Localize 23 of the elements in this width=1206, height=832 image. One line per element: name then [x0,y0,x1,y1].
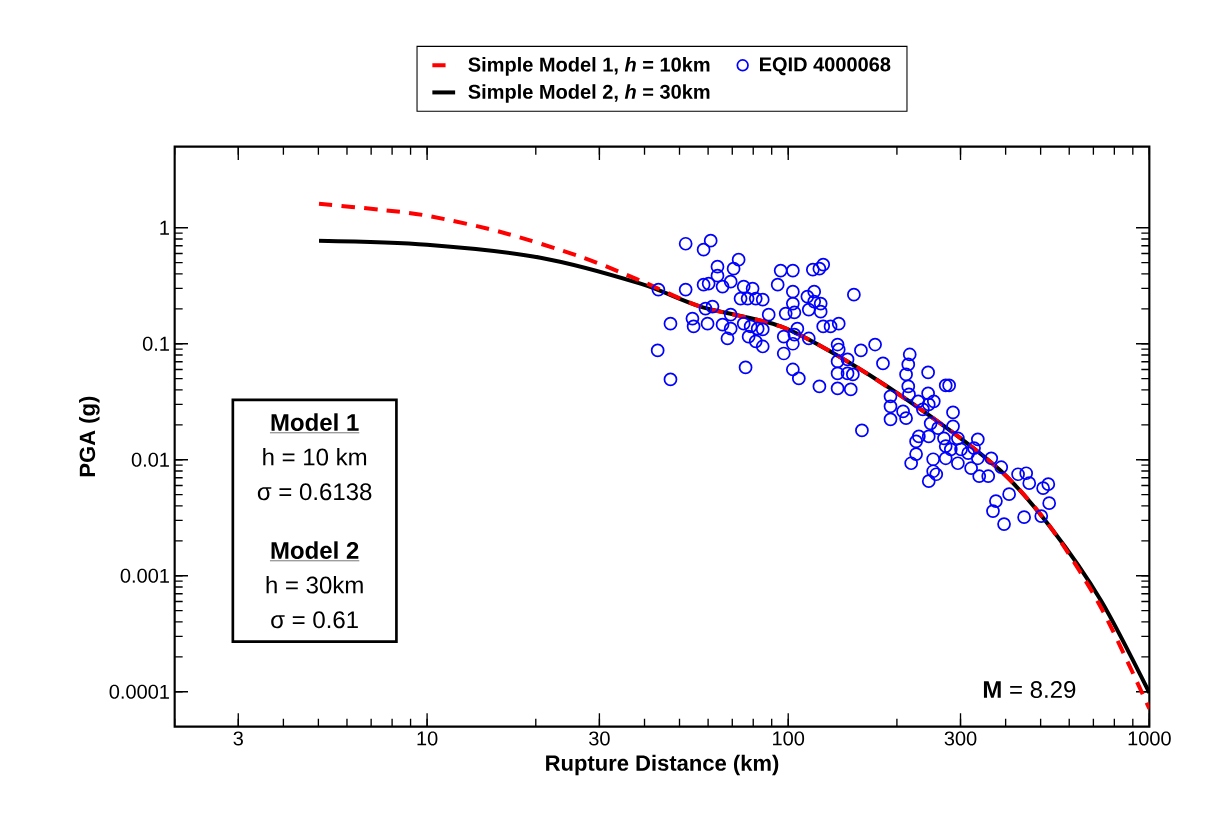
x-tick-label: 100 [773,731,805,746]
annotation: h = 30km [266,575,363,594]
x-tick-label: 30 [589,731,610,746]
legend-label: EQID 4000068 [760,57,891,76]
annotation: h = 10 km [263,447,367,466]
annotation: M = 8.29 [983,681,1076,699]
y-axis-title: PGA (g) [79,396,100,477]
y-tick-label: 0.01 [131,452,169,467]
x-tick-label: 10 [417,731,438,746]
y-tick-label: 0.1 [142,336,169,351]
y-tick-label: 0.0001 [109,684,169,699]
x-tick-label: 1000 [1128,731,1171,746]
annotation: Model 1 [271,413,359,431]
x-tick-label: 3 [233,731,243,746]
annotation: Model 2 [271,541,359,559]
y-tick-label: 0.001 [120,568,169,583]
y-tick-label: 1 [160,220,169,235]
legend-label: Simple Model 1, h = 10km [468,57,710,76]
annotation: σ = 0.61 [271,611,358,629]
legend-label: Simple Model 2, h = 30km [468,84,710,103]
x-tick-label: 300 [944,731,977,746]
x-axis-title: Rupture Distance (km) [546,754,779,776]
annotation: σ = 0.6138 [257,483,372,501]
